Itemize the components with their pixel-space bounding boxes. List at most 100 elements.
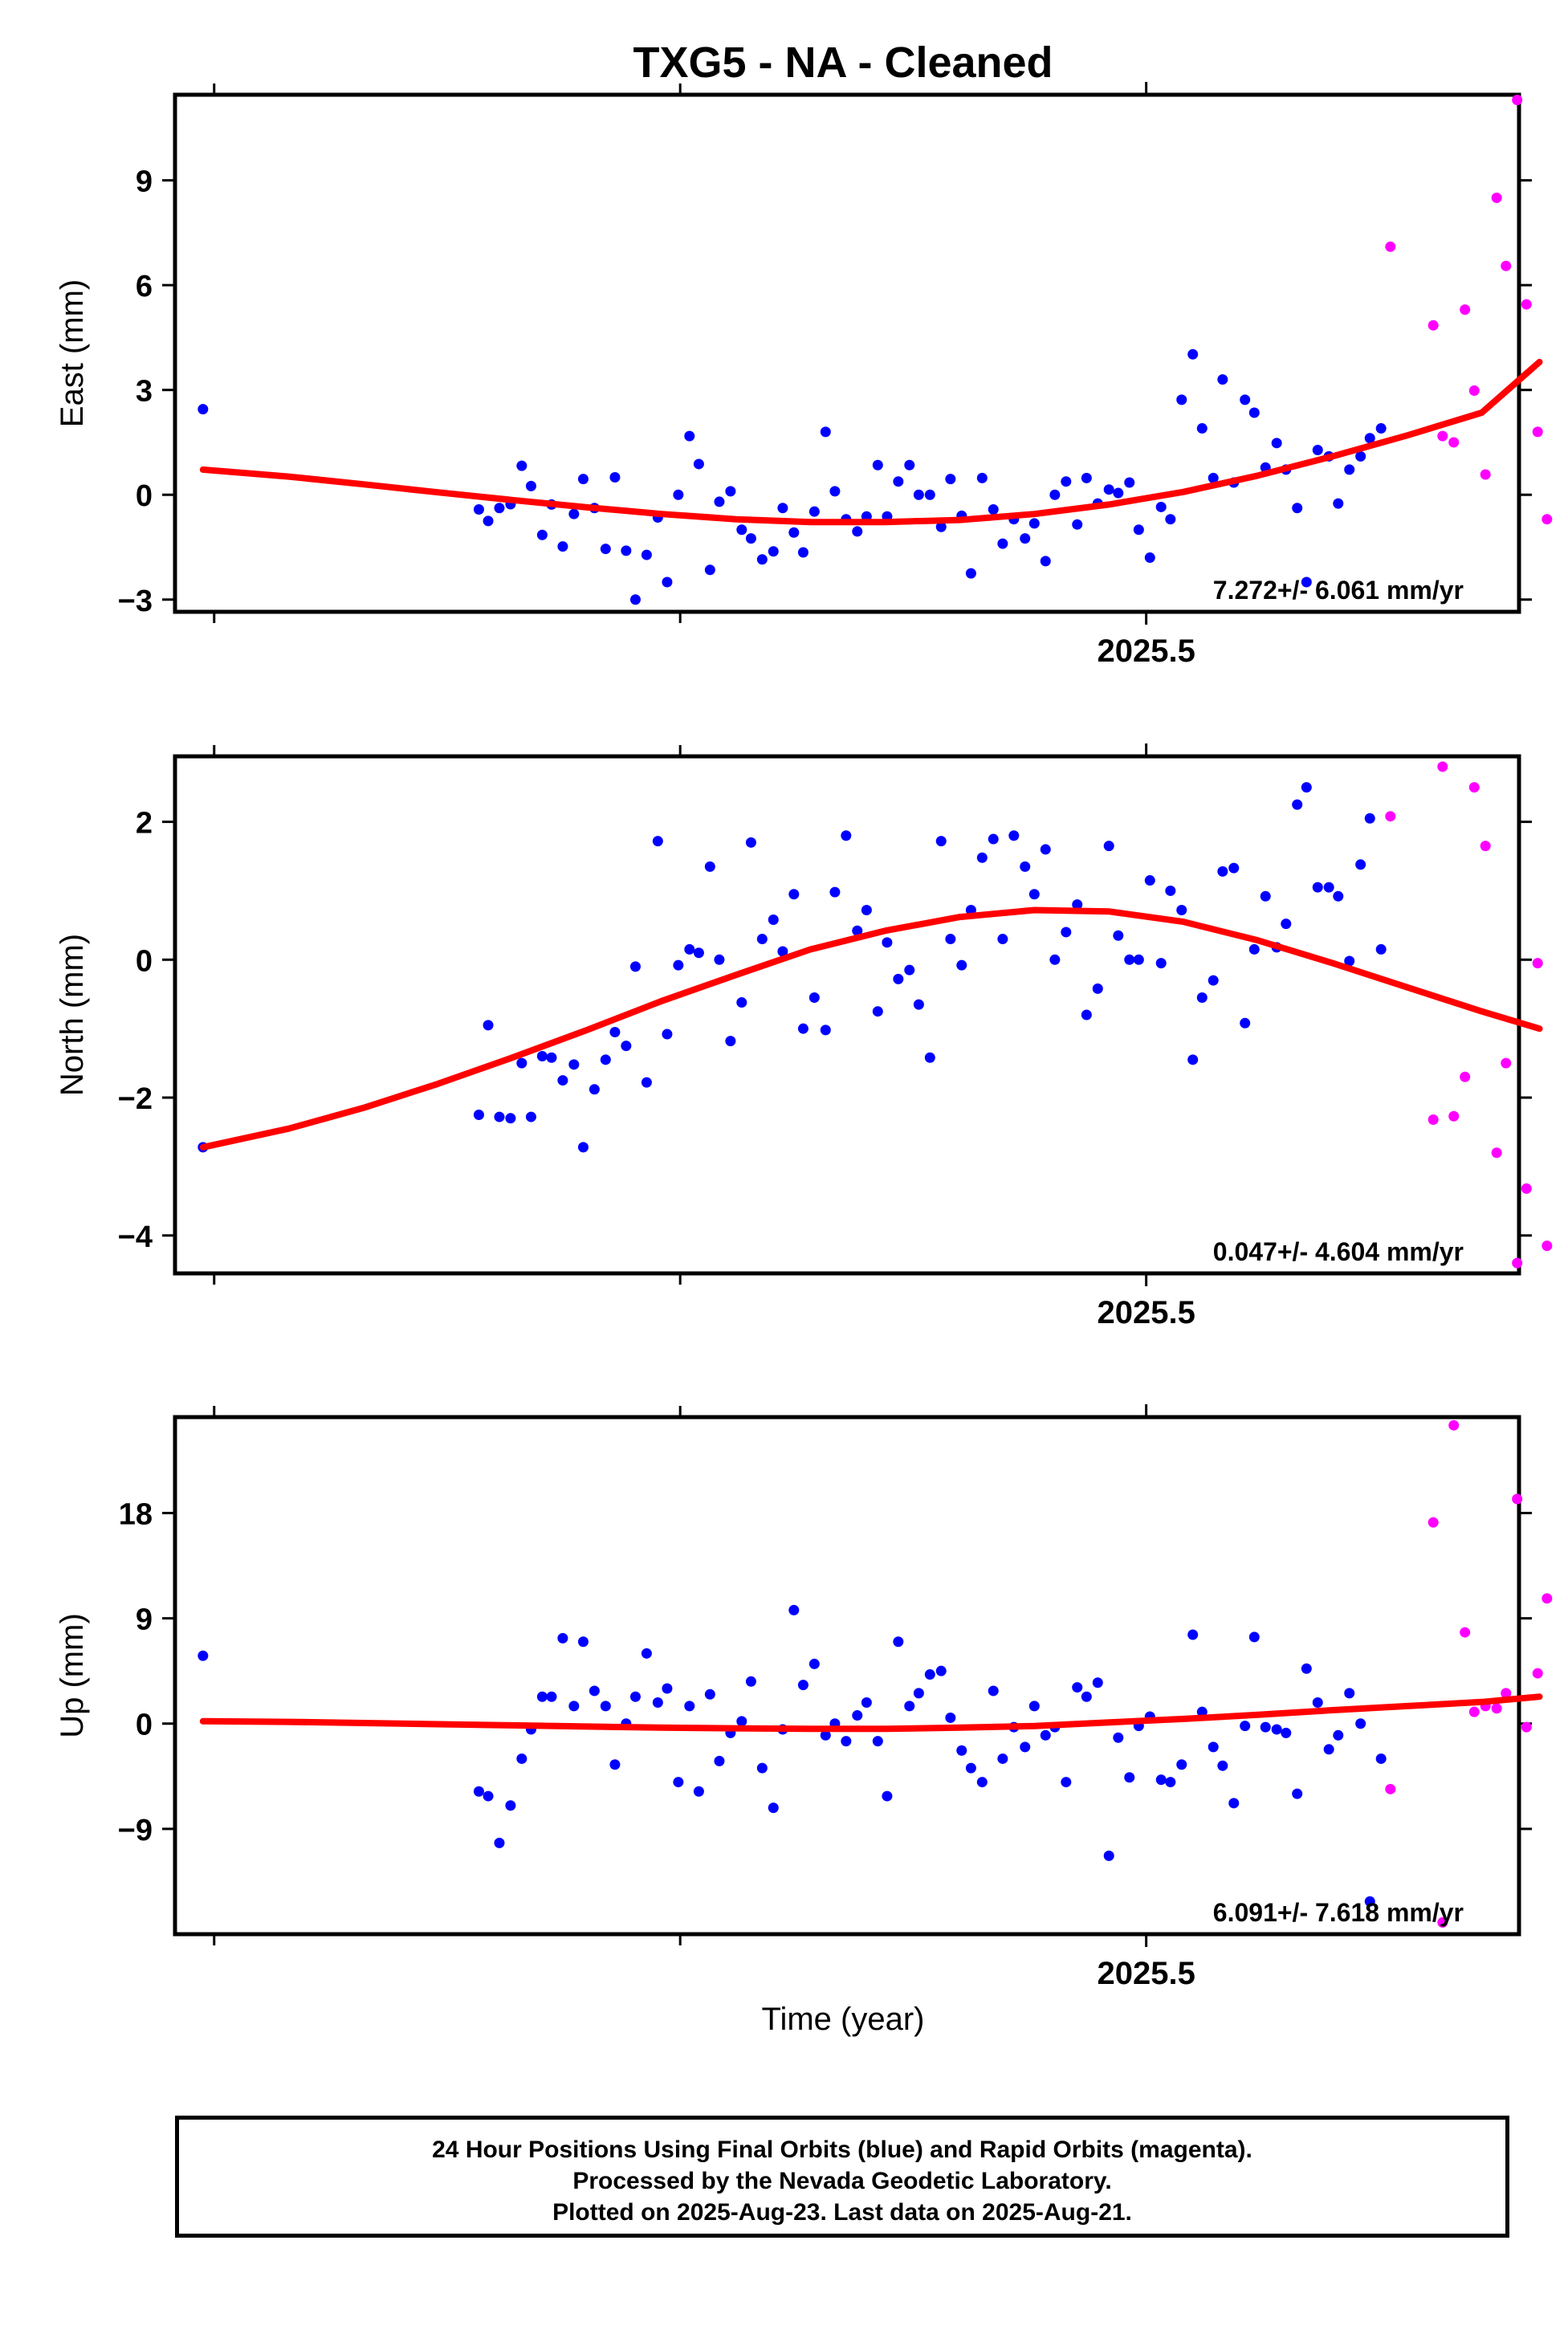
up-data-point	[1521, 1721, 1532, 1733]
north-y-tick-label: 0	[136, 944, 153, 978]
up-data-point	[1312, 1697, 1323, 1709]
east-data-point	[1133, 524, 1144, 536]
up-data-point	[965, 1762, 976, 1774]
up-data-point	[1092, 1677, 1103, 1688]
up-data-point	[662, 1683, 673, 1694]
east-data-point	[1271, 438, 1282, 449]
north-data-point	[1480, 841, 1491, 852]
north-series-final-orbits	[198, 782, 1387, 1153]
up-data-point	[684, 1701, 695, 1712]
east-data-point	[1292, 503, 1303, 514]
east-data-point	[1501, 260, 1512, 271]
up-data-point	[536, 1691, 548, 1702]
up-data-point	[1512, 1493, 1523, 1505]
up-data-point	[494, 1837, 505, 1848]
up-data-point	[1301, 1663, 1312, 1674]
up-data-point	[1061, 1777, 1072, 1788]
north-data-point	[988, 833, 999, 845]
north-data-point	[1333, 890, 1344, 902]
up-data-point	[577, 1636, 589, 1648]
east-data-point	[745, 533, 756, 544]
north-data-point	[1491, 1147, 1502, 1159]
up-data-point	[483, 1790, 494, 1802]
north-data-point	[1312, 882, 1323, 893]
up-data-point	[1176, 1759, 1187, 1770]
north-data-point	[1248, 943, 1260, 955]
north-data-point	[1427, 1114, 1439, 1126]
east-data-point	[1375, 423, 1387, 434]
up-data-point	[1081, 1691, 1092, 1702]
east-data-point	[1364, 433, 1375, 444]
east-data-point	[568, 508, 580, 519]
north-data-point	[494, 1111, 505, 1122]
north-data-point	[577, 1142, 589, 1153]
east-data-point	[1061, 476, 1072, 487]
north-data-point	[1020, 861, 1031, 872]
east-data-point	[684, 430, 695, 442]
east-data-point	[1072, 519, 1083, 530]
up-data-point	[1448, 1420, 1460, 1431]
north-data-point	[976, 852, 988, 863]
north-data-point	[621, 1041, 632, 1052]
north-data-point	[629, 961, 641, 972]
east-data-point	[736, 524, 747, 536]
north-data-point	[945, 934, 956, 945]
east-data-point	[893, 476, 904, 487]
east-data-point	[1427, 320, 1439, 331]
east-data-point	[662, 576, 673, 588]
east-data-point	[1040, 556, 1051, 567]
up-data-point	[1375, 1753, 1387, 1764]
north-data-point	[1061, 927, 1072, 938]
east-data-point	[768, 546, 779, 557]
up-data-point	[893, 1636, 904, 1648]
east-data-point	[629, 594, 641, 605]
up-y-tick-label: 9	[136, 1603, 153, 1637]
north-data-point	[829, 886, 841, 898]
east-data-point	[1144, 552, 1155, 564]
up-data-point	[788, 1604, 800, 1615]
north-data-point	[1240, 1017, 1251, 1029]
north-data-point	[1323, 882, 1334, 893]
footer-line: Processed by the Nevada Geodetic Laborat…	[572, 2168, 1112, 2194]
east-data-point	[516, 460, 527, 471]
east-data-point	[1542, 514, 1553, 525]
north-data-point	[1217, 866, 1228, 877]
north-data-point	[861, 904, 872, 915]
east-data-point	[714, 496, 725, 507]
up-data-point	[1491, 1703, 1502, 1714]
up-data-point	[1228, 1798, 1240, 1809]
east-plot-frame	[173, 92, 1521, 614]
up-data-point	[945, 1712, 956, 1723]
up-data-point	[924, 1669, 935, 1680]
up-data-point	[1196, 1706, 1208, 1717]
east-y-axis-label: East (mm)	[55, 279, 90, 427]
north-data-point	[609, 1026, 621, 1037]
x-axis-label: Time (year)	[762, 2002, 925, 2037]
up-data-point	[768, 1802, 779, 1814]
east-data-point	[1532, 426, 1543, 438]
east-data-point	[1385, 241, 1396, 252]
east-data-point	[704, 564, 715, 576]
panels-group: −3 0 3 6 9 2025.5 East (mm) 7.272+/- 6.061 mm/y…	[55, 82, 1553, 1991]
east-panel: −3 0 3 6 9 2025.5 East (mm) 7.272+/- 6.061 mm/y…	[55, 82, 1553, 669]
up-data-point	[1281, 1727, 1292, 1738]
north-data-point	[1028, 889, 1040, 900]
north-panel: −4 −2 0 2 2025.5 North (mm) 0.047+/- 4.604 mm/…	[55, 743, 1553, 1330]
north-data-point	[557, 1075, 568, 1086]
north-data-point	[473, 1110, 484, 1121]
north-data-point	[662, 1029, 673, 1040]
up-data-point	[557, 1632, 568, 1644]
east-data-point	[1217, 374, 1228, 385]
east-series-final-orbits	[198, 348, 1387, 605]
north-data-point	[516, 1057, 527, 1069]
north-data-point	[1008, 830, 1020, 841]
east-data-point	[673, 489, 684, 500]
up-data-point	[516, 1753, 527, 1764]
east-y-tick-label: 3	[136, 375, 153, 409]
north-data-point	[1092, 983, 1103, 994]
north-data-point	[935, 836, 947, 847]
north-data-point	[1103, 841, 1114, 852]
up-data-point	[1501, 1688, 1512, 1699]
east-data-point	[483, 515, 494, 527]
north-data-point	[546, 1052, 557, 1063]
